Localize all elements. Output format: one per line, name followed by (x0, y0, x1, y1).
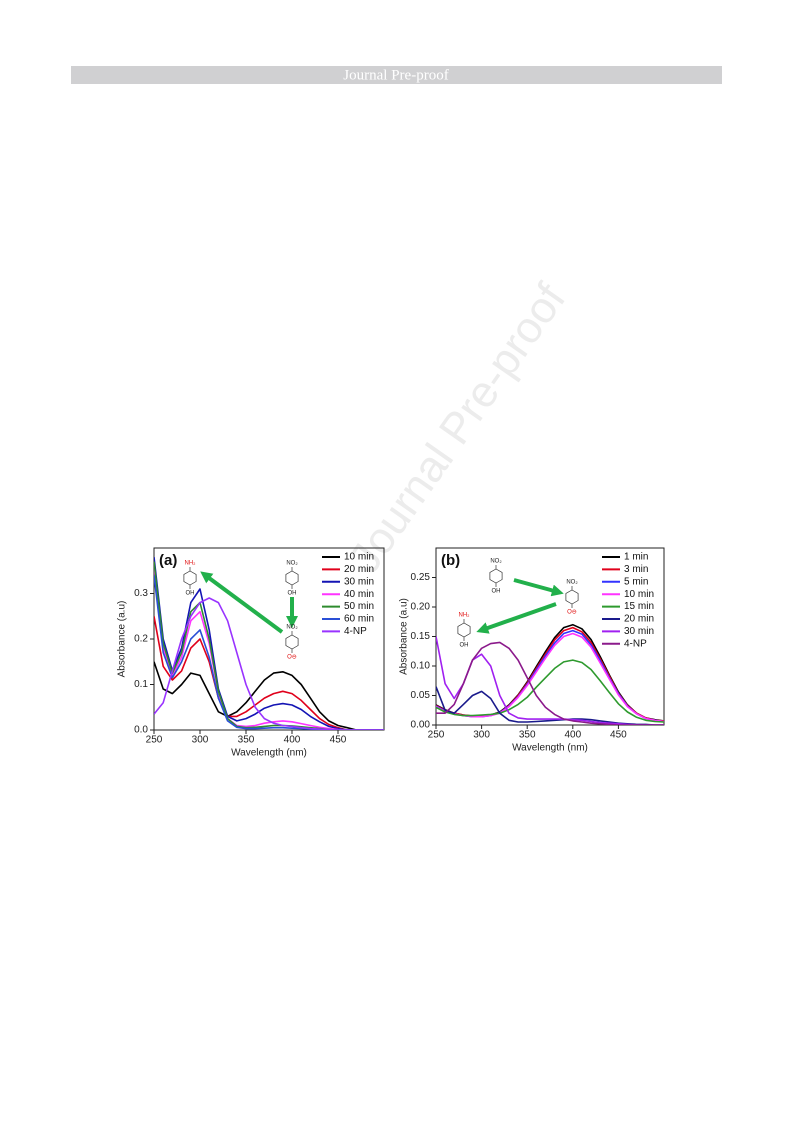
x-tick-label: 450 (610, 730, 627, 741)
legend-label: 4-NP (344, 626, 367, 637)
x-tick-label: 300 (473, 730, 490, 741)
reaction-arrow (200, 571, 284, 634)
plot-frame (153, 547, 385, 731)
legend-label: 1 min (624, 552, 648, 563)
y-tick-label: 0.00 (411, 720, 431, 731)
substituent-label: NO₂ (286, 561, 298, 567)
y-tick-label: 0.0 (134, 725, 148, 736)
benzene-ring (285, 634, 299, 650)
legend-label: 20 min (624, 614, 654, 625)
legend-label: 5 min (624, 576, 648, 587)
y-tick-label: 0.15 (411, 631, 431, 642)
y-tick-label: 0.05 (411, 690, 431, 701)
y-axis-label: Absorbance (a.u) (399, 598, 410, 675)
benzene-ring (565, 589, 579, 605)
legend-label: 10 min (344, 552, 374, 563)
spectrum-line (154, 661, 384, 730)
legend-label: 30 min (344, 576, 374, 587)
plot-area (436, 623, 664, 725)
legend-label: 60 min (344, 614, 374, 625)
legend-label: 15 min (624, 601, 654, 612)
legend-label: 30 min (624, 626, 654, 637)
legend-label: 4-NP (624, 638, 647, 649)
header: Journal Pre-proof (343, 67, 448, 83)
watermark: Journal Pre-proof (340, 274, 576, 581)
x-tick-label: 250 (428, 730, 445, 741)
spectrum-line (436, 641, 664, 725)
legend-label: 20 min (344, 564, 374, 575)
plot-area (154, 557, 384, 730)
spectrum-line (154, 561, 384, 730)
y-tick-label: 0.20 (411, 602, 431, 613)
panel-label: (a) (159, 552, 177, 569)
benzene-ring (489, 568, 503, 584)
substituent-label: NO₂ (286, 625, 298, 631)
x-tick-label: 300 (192, 735, 209, 746)
legend-label: 10 min (624, 589, 654, 600)
header-bar (71, 66, 722, 84)
series-group (154, 557, 384, 730)
substituent-label: OH (288, 591, 297, 597)
legend-label: 50 min (344, 601, 374, 612)
y-tick-label: 0.3 (134, 588, 148, 599)
y-tick-label: 0.1 (134, 679, 148, 690)
benzene-ring (457, 622, 471, 638)
x-tick-label: 350 (519, 730, 536, 741)
substituent-label: NH₂ (459, 613, 471, 619)
x-tick-label: 400 (564, 730, 581, 741)
substituent-label: OH (492, 589, 501, 595)
x-axis-label: Wavelength (nm) (231, 748, 307, 759)
substituent-label: OH (186, 591, 195, 597)
substituent-label: NO₂ (490, 559, 502, 565)
substituent-label: O⊖ (287, 655, 297, 661)
substituent-label: O⊖ (567, 610, 577, 616)
panel-label: (b) (441, 552, 460, 569)
spectrum-line (154, 597, 384, 730)
substituent-label: NH₂ (185, 561, 197, 567)
y-tick-label: 0.10 (411, 661, 431, 672)
legend-label: 3 min (624, 564, 648, 575)
y-axis-label: Absorbance (a.u) (117, 601, 128, 678)
y-tick-label: 0.2 (134, 634, 148, 645)
reaction-arrow (513, 578, 564, 597)
benzene-ring (285, 570, 299, 586)
benzene-ring (183, 570, 197, 586)
x-tick-label: 250 (146, 735, 163, 746)
spectrum-line (436, 632, 664, 723)
x-tick-label: 450 (330, 735, 347, 746)
reaction-arrow (476, 602, 557, 634)
x-axis-label: Wavelength (nm) (512, 743, 588, 754)
x-tick-label: 400 (284, 735, 301, 746)
x-tick-label: 350 (238, 735, 255, 746)
series-group (436, 623, 664, 725)
substituent-label: OH (460, 643, 469, 649)
spectrum-line (154, 575, 384, 730)
y-tick-label: 0.25 (411, 572, 431, 583)
legend-label: 40 min (344, 589, 374, 600)
substituent-label: NO₂ (566, 580, 578, 586)
spectrum-line (436, 659, 664, 723)
